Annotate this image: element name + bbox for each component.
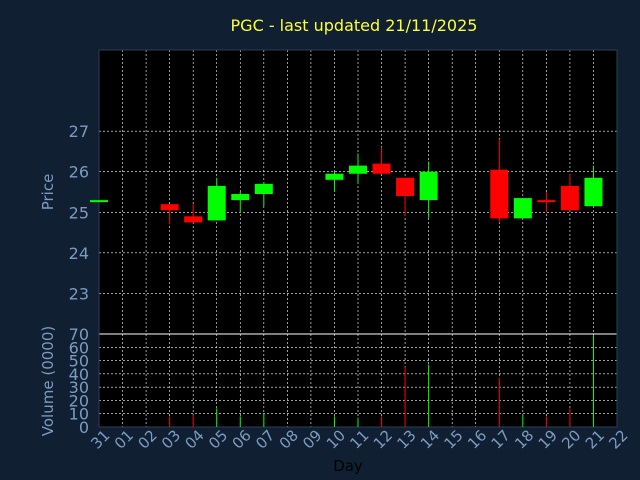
x-tick-labels: 3101020304050607080910111213141516171819… [87, 426, 631, 452]
grid-lines [98, 49, 618, 428]
x-tick-label: 02 [134, 426, 160, 452]
candle-body [207, 185, 226, 221]
x-tick-label: 20 [558, 426, 584, 452]
x-tick-label: 17 [488, 426, 514, 452]
candle-body [372, 163, 391, 174]
volume-tick-label: 40 [69, 365, 89, 384]
x-axis-label: Day [333, 457, 363, 475]
price-tick-label: 24 [69, 244, 89, 263]
price-tick-label: 25 [69, 203, 89, 222]
price-tick-label: 27 [69, 122, 89, 141]
volume-tick-label: 50 [69, 352, 89, 371]
x-tick-label: 15 [441, 426, 467, 452]
x-tick-label: 22 [605, 426, 631, 452]
x-tick-label: 19 [535, 426, 561, 452]
x-tick-label: 31 [87, 426, 113, 452]
candle-body [325, 173, 344, 180]
x-tick-label: 21 [582, 426, 608, 452]
price-axis-label: Price [39, 174, 57, 211]
x-tick-label: 11 [346, 426, 372, 452]
candle-body [160, 204, 179, 211]
x-tick-label: 13 [393, 426, 419, 452]
price-tick-label: 23 [69, 284, 89, 303]
volume-axis-label: Volume (0000) [39, 326, 57, 436]
volume-tick-label: 70 [69, 325, 89, 344]
price-tick-label: 26 [69, 163, 89, 182]
chart-title: PGC - last updated 21/11/2025 [231, 16, 478, 35]
x-tick-label: 18 [511, 426, 537, 452]
x-tick-label: 16 [464, 426, 490, 452]
x-tick-label: 09 [299, 426, 325, 452]
x-tick-label: 14 [417, 426, 443, 452]
x-tick-label: 07 [252, 426, 278, 452]
x-tick-label: 03 [158, 426, 184, 452]
x-tick-label: 06 [229, 426, 255, 452]
volume-tick-label: 10 [69, 405, 89, 424]
candle-body [396, 177, 415, 197]
volume-tick-label: 60 [69, 338, 89, 357]
candle-body [419, 171, 438, 201]
candle-body [349, 165, 367, 174]
x-tick-label: 10 [323, 426, 349, 452]
volume-tick-label: 0 [79, 418, 89, 437]
candle-body [254, 183, 273, 195]
candle-body [584, 177, 603, 207]
candle-body [560, 185, 579, 211]
x-tick-label: 04 [182, 426, 208, 452]
x-tick-label: 12 [370, 426, 396, 452]
x-tick-label: 05 [205, 426, 231, 452]
candle-body [231, 194, 250, 201]
candle-body [90, 200, 108, 203]
candle-body [490, 169, 509, 219]
volume-tick-label: 30 [69, 378, 89, 397]
volume-bars-group [169, 335, 594, 427]
volume-tick-label: 20 [69, 391, 89, 410]
x-tick-label: 08 [276, 426, 302, 452]
x-tick-label: 01 [111, 426, 137, 452]
candle-body [184, 216, 203, 223]
candles-group [90, 139, 603, 225]
candle-body [537, 200, 556, 203]
candle-body [513, 198, 532, 219]
